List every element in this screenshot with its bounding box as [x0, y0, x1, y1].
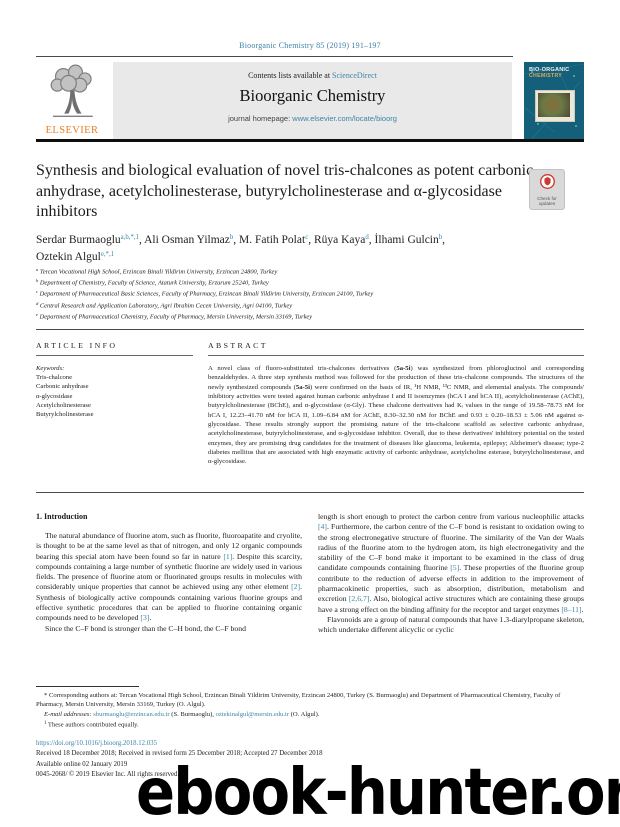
- body-right-column: length is short enough to protect the ca…: [318, 512, 584, 636]
- section-divider: [36, 492, 584, 493]
- author-affil-sup[interactable]: e,*,1: [100, 250, 115, 258]
- citation-ref[interactable]: [3]: [140, 613, 150, 623]
- header-bottom-rule: [36, 139, 584, 142]
- section-heading-introduction: 1. Introduction: [36, 512, 88, 521]
- body-paragraph: length is short enough to protect the ca…: [318, 512, 584, 614]
- journal-homepage-line: journal homepage: www.elsevier.com/locat…: [113, 114, 512, 123]
- available-online: Available online 02 January 2019: [36, 760, 128, 768]
- abstract-text: A novel class of fluoro-substituted tris…: [208, 365, 584, 466]
- copyright-line: 0045-2068/ © 2019 Elsevier Inc. All righ…: [36, 771, 180, 778]
- contents-prefix: Contents lists available at: [248, 71, 333, 80]
- email-link[interactable]: sburmaoglu@erzincan.edu.tr: [93, 710, 170, 718]
- article-title: Synthesis and biological evaluation of n…: [36, 162, 534, 221]
- heading-rule: [36, 355, 193, 356]
- keyword: Carbonic anhydrase: [36, 383, 89, 391]
- check-updates-label: Check for updates: [537, 196, 557, 207]
- journal-citation-link[interactable]: Bioorganic Chemistry 85 (2019) 191–197: [239, 41, 381, 50]
- check-updates-icon: [539, 174, 555, 189]
- cover-title: BIO-ORGANIC CHEMISTRY: [529, 67, 569, 79]
- email-label: E-mail addresses:: [44, 710, 94, 718]
- keyword: Tris-chalcone: [36, 374, 73, 382]
- abstract-column: ABSTRACT A novel class of fluoro-substit…: [208, 341, 584, 473]
- citation-ref[interactable]: [8–11]: [561, 604, 582, 614]
- keywords-label: Keywords:: [36, 365, 65, 372]
- tree-trunk: [64, 90, 82, 114]
- elsevier-logo[interactable]: ELSEVIER: [36, 63, 108, 138]
- cover-title-line2: CHEMISTRY: [529, 73, 563, 79]
- author-affil-sup[interactable]: d: [365, 234, 369, 241]
- email-link[interactable]: oztekinalgul@mersin.edu.tr: [215, 710, 290, 718]
- corresponding-author-footnote: * Corresponding authors at: Tercan Vocat…: [36, 692, 561, 709]
- elsevier-wordmark: ELSEVIER: [45, 125, 99, 136]
- citation-ref[interactable]: [2,6,7]: [348, 594, 370, 604]
- sciencedirect-link[interactable]: ScienceDirect: [332, 71, 377, 80]
- footnotes: * Corresponding authors at: Tercan Vocat…: [36, 691, 584, 730]
- body-paragraph: Since the C–F bond is stronger than the …: [45, 623, 246, 633]
- journal-title: Bioorganic Chemistry: [239, 86, 386, 105]
- ebook-hunter-watermark: ebook-hunter.org: [136, 756, 620, 827]
- body-paragraph: The natural abundance of fluorine atom, …: [36, 531, 303, 623]
- author-affil-sup[interactable]: a,b,*,1: [120, 234, 139, 241]
- affiliation: e Department of Pharmaceutical Chemistry…: [36, 311, 313, 321]
- author-affil-sup[interactable]: b: [229, 234, 234, 241]
- affiliation-list: a Tercan Vocational High School, Erzinca…: [36, 266, 584, 322]
- cover-artwork-frame: [535, 90, 575, 122]
- keyword: Acetylcholinesterase: [36, 401, 91, 409]
- elsevier-tree-icon: [50, 64, 93, 117]
- email-footnote: E-mail addresses: sburmaoglu@erzincan.ed…: [44, 710, 320, 718]
- author: Rüya Kayad,: [313, 234, 375, 246]
- journal-homepage-link[interactable]: www.elsevier.com/locate/bioorg: [292, 114, 397, 123]
- affiliation: a Tercan Vocational High School, Erzinca…: [36, 267, 278, 276]
- author: M. Fatih Polatc,: [239, 234, 314, 246]
- citation-ref[interactable]: [1]: [223, 551, 233, 561]
- check-for-updates-badge[interactable]: Check for updates: [529, 169, 565, 210]
- section-divider: [36, 329, 584, 330]
- keyword: Butyrylcholinesterase: [36, 411, 94, 419]
- author: Serdar Burmaoglua,b,*,1,: [36, 234, 145, 246]
- citation-ref[interactable]: [5]: [450, 563, 460, 573]
- doi-link[interactable]: https://doi.org/10.1016/j.bioorg.2018.12…: [36, 740, 157, 747]
- keyword: α-glycosidase: [36, 392, 73, 400]
- journal-header-box: Contents lists available at ScienceDirec…: [113, 62, 512, 139]
- author-affil-sup[interactable]: b: [438, 234, 443, 241]
- author-list: Serdar Burmaoglua,b,*,1, Ali Osman Yilma…: [36, 231, 584, 264]
- article-info-heading: ARTICLE INFO: [36, 341, 118, 350]
- affiliation: c Department of Pharmaceutical Basic Sci…: [36, 289, 374, 298]
- journal-cover-thumbnail[interactable]: BIO-ORGANIC CHEMISTRY: [524, 62, 584, 139]
- body-paragraph: Flavonoids are a group of natural compou…: [318, 614, 584, 635]
- compound-id: 5a-5i: [295, 383, 311, 391]
- contents-available-line: Contents lists available at ScienceDirec…: [113, 62, 512, 80]
- header-top-divider: [36, 56, 513, 57]
- abstract-heading: ABSTRACT: [208, 341, 268, 350]
- author: Ali Osman Yilmazb,: [144, 234, 240, 246]
- heading-rule: [208, 355, 584, 356]
- affiliation: b Department of Chemistry, Faculty of Sc…: [36, 278, 269, 287]
- citation-ref[interactable]: [2]: [291, 582, 301, 592]
- affiliation: d Central Research and Application Labor…: [36, 300, 293, 310]
- citation-ref[interactable]: [4]: [318, 522, 327, 532]
- equal-contribution-footnote: 1 These authors contributed equally.: [44, 720, 139, 729]
- homepage-prefix: journal homepage:: [228, 114, 293, 123]
- compound-id: 5a-5i: [396, 365, 411, 372]
- author-affil-sup[interactable]: c: [305, 234, 309, 241]
- cover-title-line1: BIO-ORGANIC: [529, 67, 570, 73]
- footnote-divider: [36, 686, 139, 687]
- author: Oztekin Algule,*,1: [36, 250, 115, 263]
- article-info-column: ARTICLE INFO Keywords: Tris-chalcone Car…: [36, 341, 193, 419]
- body-left-column: 1. Introduction The natural abundance of…: [36, 512, 302, 634]
- cover-artwork-image: [538, 93, 570, 117]
- author: İlhami Gulcinb,: [374, 234, 446, 246]
- received-dates: Received 18 December 2018; Received in r…: [36, 750, 323, 757]
